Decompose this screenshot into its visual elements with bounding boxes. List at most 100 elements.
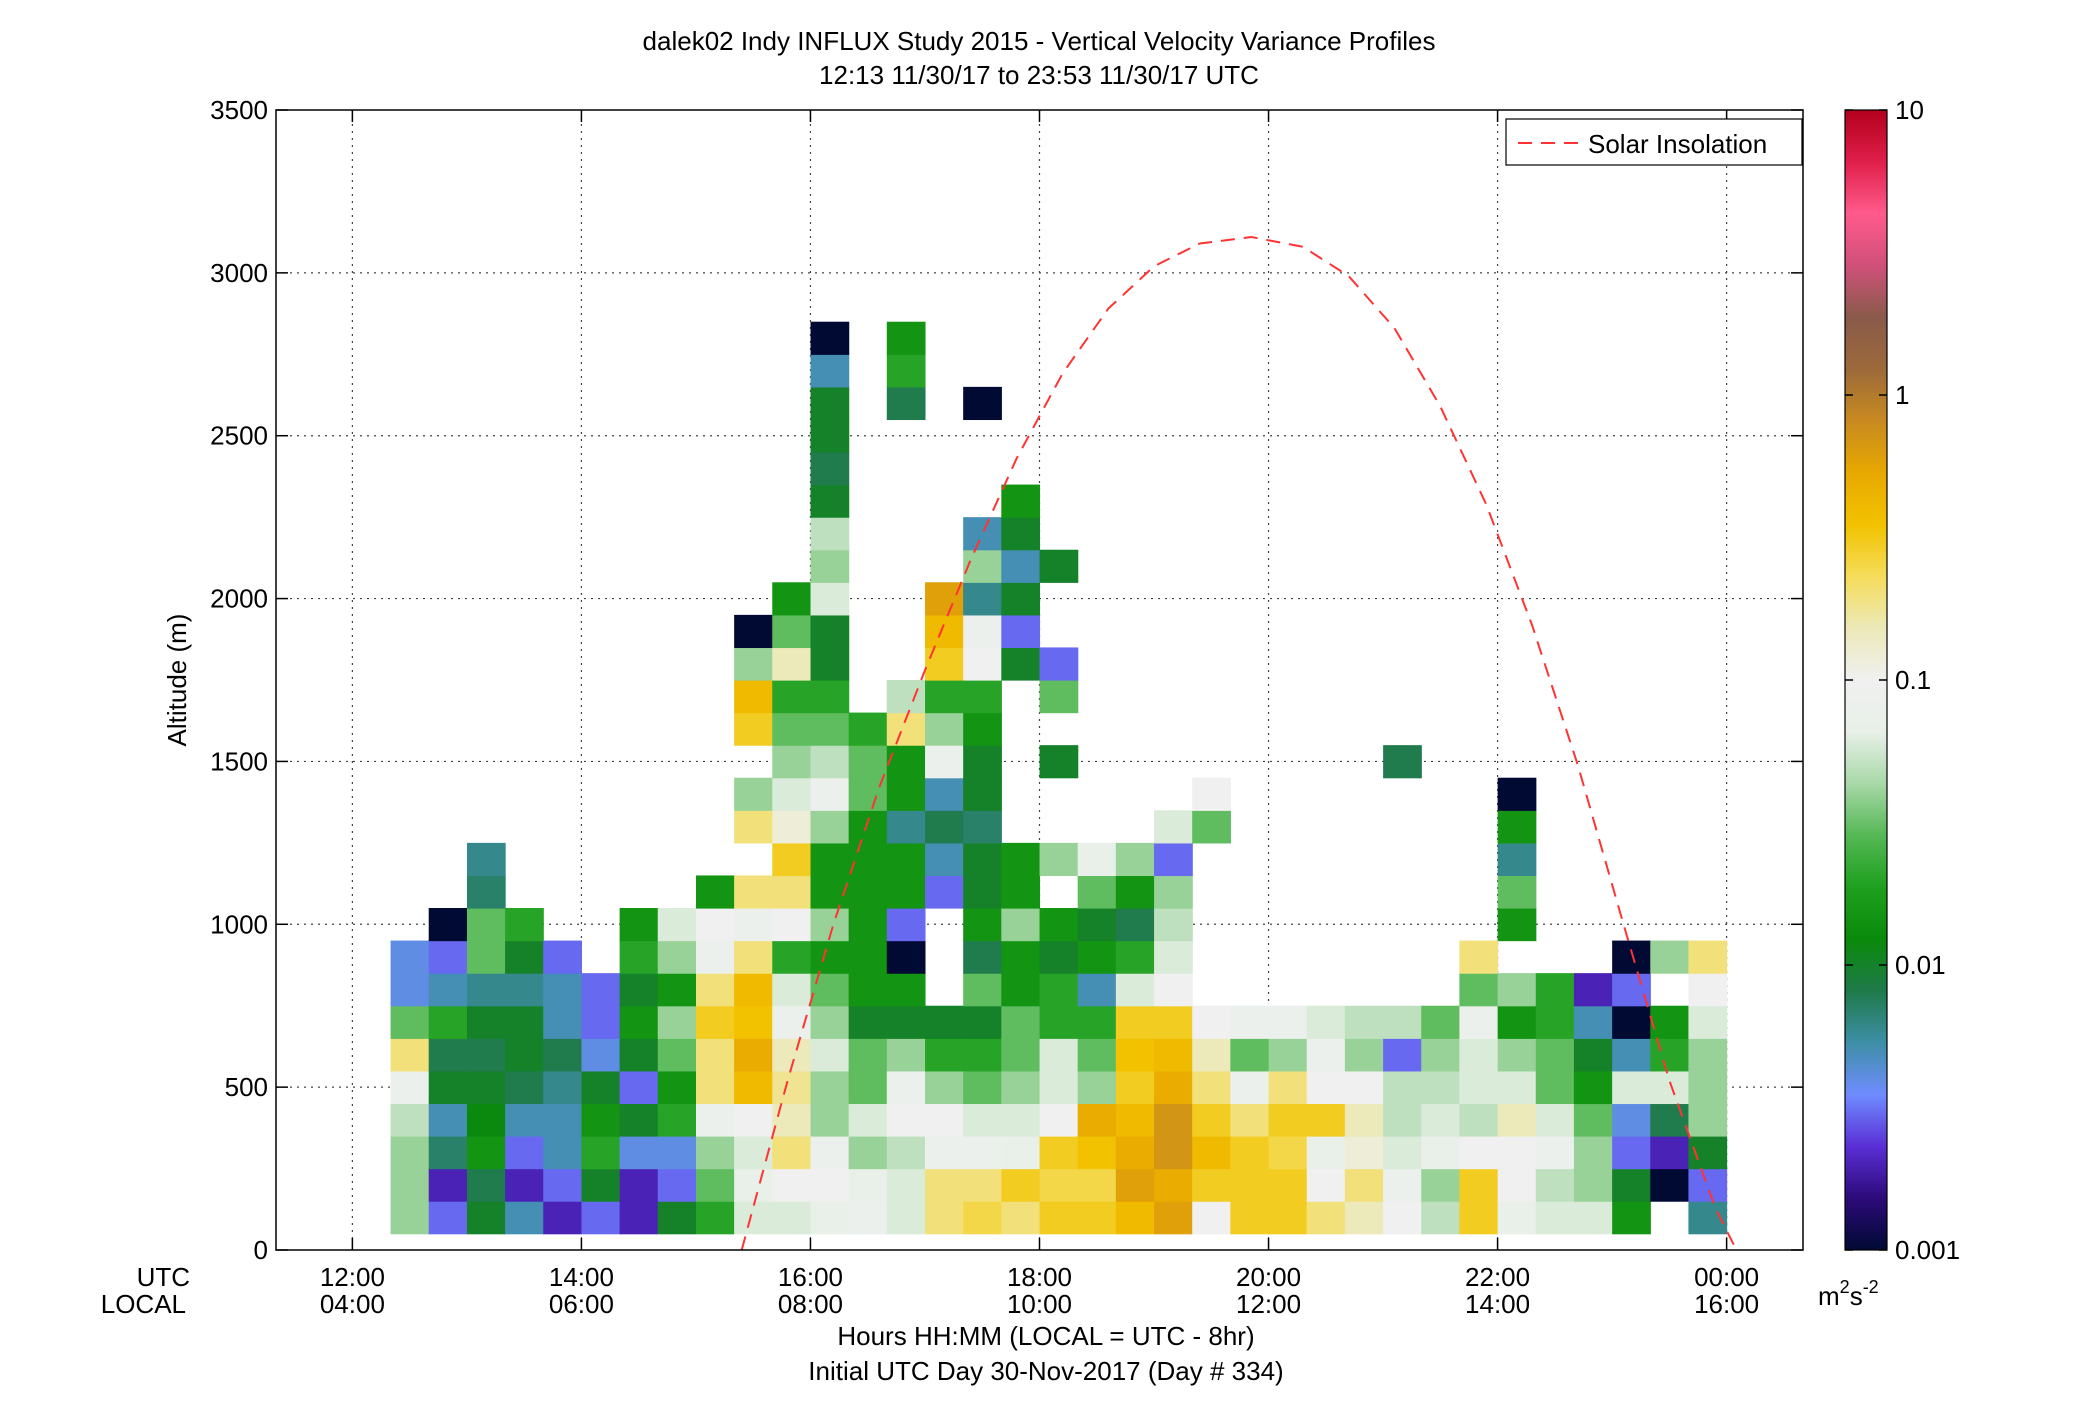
- heatmap-cell: [543, 1070, 582, 1105]
- heatmap-cell: [1077, 842, 1117, 877]
- heatmap-cell: [1573, 1005, 1613, 1039]
- heatmap-cell: [1306, 1038, 1346, 1072]
- heatmap-cell: [963, 745, 1002, 779]
- heatmap-cell: [390, 973, 430, 1007]
- heatmap-cell: [963, 517, 1002, 551]
- heatmap-cell: [1268, 1005, 1308, 1039]
- heatmap-cell: [1459, 1168, 1499, 1202]
- heatmap-cell: [1077, 1136, 1117, 1170]
- heatmap-cell: [1535, 1201, 1575, 1235]
- heatmap-cell: [1344, 1136, 1384, 1170]
- heatmap-cell: [1192, 810, 1231, 844]
- heatmap-cell: [1612, 973, 1651, 1007]
- heatmap-cell: [428, 940, 468, 974]
- heatmap-cell: [428, 1136, 468, 1170]
- heatmap-cell: [695, 908, 735, 942]
- heatmap-cell: [1077, 973, 1117, 1007]
- heatmap-cell: [1497, 1070, 1537, 1105]
- heatmap-cell: [505, 1136, 544, 1170]
- heatmap-cell: [1001, 1070, 1041, 1105]
- heatmap-cell: [886, 321, 926, 355]
- heatmap-cell: [1192, 1005, 1231, 1039]
- heatmap-cell: [543, 1201, 582, 1235]
- heatmap-cell: [1039, 1168, 1079, 1202]
- heatmap-cell: [1077, 1005, 1117, 1039]
- heatmap-cell: [1383, 745, 1422, 779]
- heatmap-cell: [734, 777, 773, 811]
- heatmap-cell: [772, 1168, 812, 1202]
- heatmap-cell: [657, 1070, 697, 1105]
- heatmap-cell: [848, 940, 888, 974]
- heatmap-cell: [505, 973, 544, 1007]
- colorbar-units-mid: s: [1850, 1281, 1863, 1311]
- heatmap-cell: [963, 1201, 1002, 1235]
- heatmap-cell: [734, 875, 773, 909]
- heatmap-cell: [1344, 1070, 1384, 1105]
- heatmap-cell: [428, 1070, 468, 1105]
- heatmap-cell: [925, 875, 964, 909]
- heatmap-cell: [1115, 940, 1155, 974]
- heatmap-cell: [619, 1103, 659, 1137]
- heatmap-cell: [390, 1136, 430, 1170]
- heatmap-cell: [695, 1168, 735, 1202]
- heatmap-cell: [1154, 973, 1193, 1007]
- heatmap-cell: [1688, 1005, 1728, 1039]
- heatmap-cell: [1039, 1136, 1079, 1170]
- heatmap-cell: [657, 908, 697, 942]
- heatmap-cell: [543, 1005, 582, 1039]
- heatmap-cell: [772, 842, 812, 877]
- heatmap-cell: [1344, 1168, 1384, 1202]
- x-tick-label-utc: 14:00: [549, 1262, 614, 1292]
- heatmap-cell: [1001, 1136, 1041, 1170]
- heatmap-cell: [1039, 1103, 1079, 1137]
- heatmap-cell: [1001, 940, 1041, 974]
- heatmap-cell: [925, 1201, 964, 1235]
- heatmap-cell: [1154, 1201, 1193, 1235]
- x-tick-label-utc: 18:00: [1007, 1262, 1072, 1292]
- heatmap-cell: [963, 1136, 1002, 1170]
- heatmap-cell: [466, 940, 506, 974]
- chart-title: dalek02 Indy INFLUX Study 2015 - Vertica…: [643, 26, 1436, 56]
- heatmap-cell: [925, 1038, 964, 1072]
- heatmap-cell: [734, 1005, 773, 1039]
- heatmap-cell: [734, 1136, 773, 1170]
- heatmap-cell: [810, 1136, 850, 1170]
- heatmap-cell: [1039, 908, 1079, 942]
- heatmap-cell: [1421, 1136, 1460, 1170]
- heatmap-cell: [1383, 1103, 1422, 1137]
- heatmap-cell: [1459, 1103, 1499, 1137]
- heatmap-cell: [734, 1103, 773, 1137]
- heatmap-cell: [848, 1136, 888, 1170]
- y-axis-label: Altitude (m): [162, 614, 192, 747]
- heatmap-cell: [1688, 1103, 1728, 1137]
- heatmap-cell: [390, 940, 430, 974]
- heatmap-cell: [1077, 1070, 1117, 1105]
- heatmap-cell: [1612, 1168, 1651, 1202]
- heatmap-cell: [1154, 1038, 1193, 1072]
- heatmap-cell: [1497, 842, 1537, 877]
- heatmap-cell: [1115, 1168, 1155, 1202]
- heatmap-cell: [1573, 1168, 1613, 1202]
- heatmap-cell: [657, 1201, 697, 1235]
- heatmap-cell: [1268, 1070, 1308, 1105]
- heatmap-cell: [963, 777, 1002, 811]
- heatmap-cell: [1650, 1136, 1690, 1170]
- heatmap-cell: [1230, 1038, 1270, 1072]
- heatmap-cell: [543, 1168, 582, 1202]
- heatmap-cell: [619, 1201, 659, 1235]
- heatmap-cell: [1192, 1201, 1231, 1235]
- heatmap-cell: [1383, 1136, 1422, 1170]
- heatmap-cell: [886, 973, 926, 1007]
- heatmap-cell: [695, 1103, 735, 1137]
- heatmap-cell: [1650, 1038, 1690, 1072]
- heatmap-cell: [1573, 1070, 1613, 1105]
- x-axis-label: Hours HH:MM (LOCAL = UTC - 8hr): [837, 1321, 1254, 1351]
- heatmap-cell: [810, 647, 850, 681]
- y-tick-label: 1500: [210, 746, 268, 776]
- heatmap-cell: [772, 647, 812, 681]
- heatmap-cell: [886, 1201, 926, 1235]
- heatmap-cell: [886, 875, 926, 909]
- heatmap-cell: [505, 1038, 544, 1072]
- legend-entry-solar-insolation: Solar Insolation: [1588, 129, 1767, 159]
